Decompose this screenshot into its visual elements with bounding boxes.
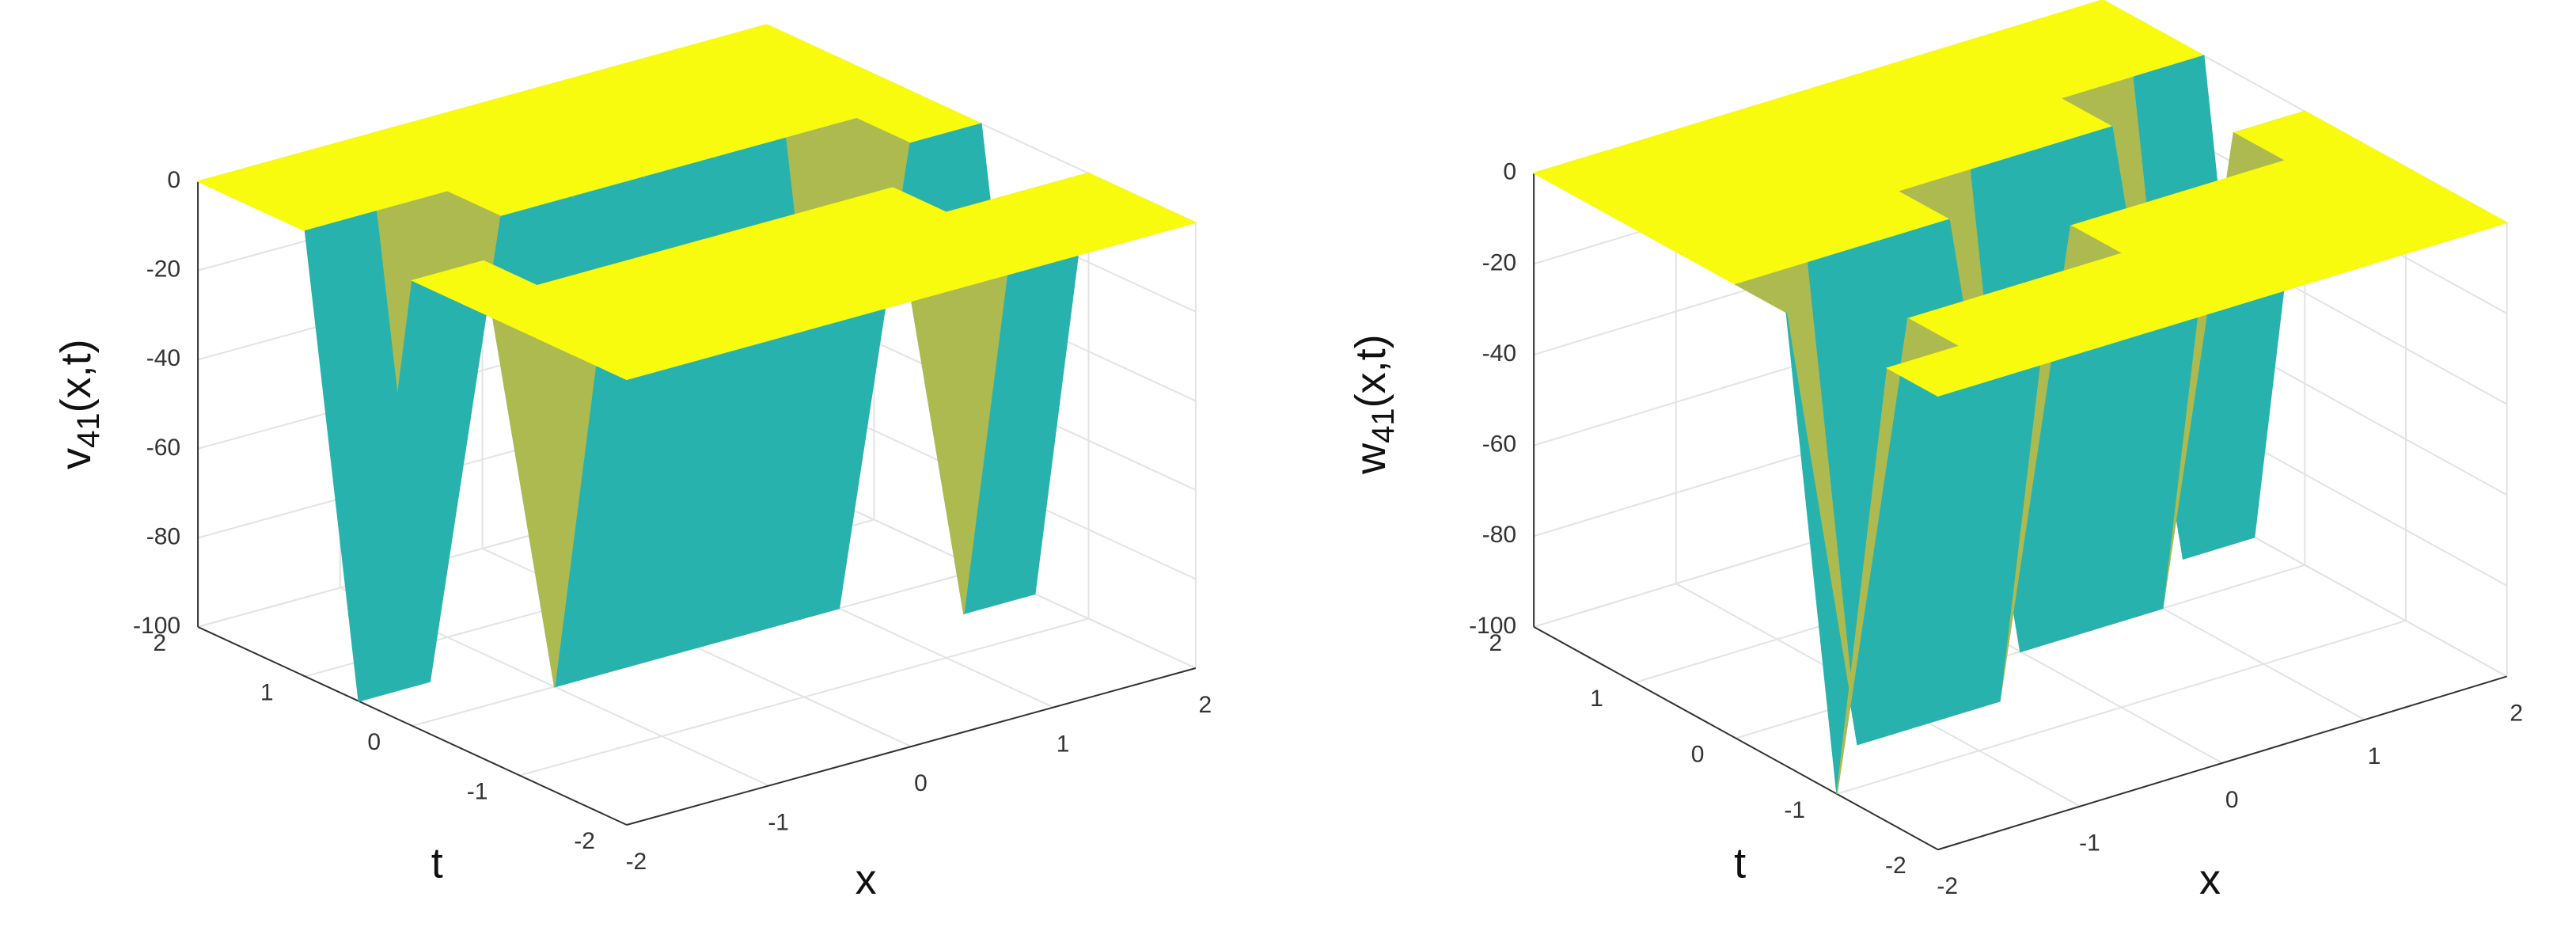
z-tick-label: -40 (1482, 340, 1516, 367)
axis-line (1937, 675, 2507, 851)
z-tick-label: -20 (146, 256, 180, 283)
y-tick-label: 1 (260, 679, 274, 705)
y-tick-label: 0 (1691, 742, 1705, 768)
y-axis-label: t (1734, 839, 1746, 887)
z-tick-label: -100 (1469, 613, 1516, 639)
y-tick-label: 2 (1489, 630, 1502, 656)
z-label-subscript: 41 (71, 412, 106, 448)
x-tick-label: 2 (2510, 700, 2523, 726)
surface-plot: -100 -80 -60 -40 -20 0 -2 -1 0 1 2 -2 -1 0 1 2 x t v41(x,t… (52, 24, 1212, 903)
y-tick-label: 1 (1590, 686, 1603, 712)
z-tick-label: -60 (146, 435, 180, 461)
x-tick-label: 1 (2368, 743, 2381, 769)
z-tick-label: -60 (1482, 431, 1516, 458)
x-tick-label: -2 (626, 849, 647, 875)
surface-patch (1885, 345, 2011, 397)
axis-line (1533, 626, 1939, 851)
z-tick-label: -100 (133, 613, 180, 639)
x-tick-label: -1 (768, 809, 789, 835)
z-tick-label: 0 (1503, 159, 1516, 185)
grid-line (519, 617, 1089, 777)
y-tick-label: -1 (1784, 797, 1805, 823)
z-tick-label: 0 (167, 167, 180, 193)
z-tick-label: -20 (1482, 249, 1516, 275)
z-label-subscript: 41 (1366, 408, 1401, 443)
y-tick-label: -2 (1885, 853, 1906, 879)
z-axis-label: w41(x,t) (1347, 334, 1400, 474)
z-label-rest: (x,t) (52, 339, 100, 412)
axis-line (197, 626, 628, 826)
x-axis-label: x (856, 856, 877, 903)
z-label-base: w (1347, 443, 1394, 475)
y-tick-label: 0 (367, 729, 381, 755)
y-tick-label: 2 (153, 630, 166, 656)
x-tick-label: 0 (2225, 787, 2239, 813)
x-tick-label: 2 (1199, 692, 1212, 718)
surface-plot: -100 -80 -60 -40 -20 0 -2 -1 0 1 2 -2 -1 0 1 2 x t w41(x,t… (1347, 0, 2523, 903)
x-axis-label: x (2199, 856, 2221, 903)
x-tick-label: -1 (2079, 830, 2100, 856)
z-tick-label: -80 (1482, 522, 1516, 548)
y-axis-label: t (431, 839, 443, 887)
x-tick-label: 0 (914, 770, 928, 796)
z-label-rest: (x,t) (1347, 334, 1394, 408)
x-tick-label: -2 (1937, 873, 1958, 899)
z-axis-label: v41(x,t) (52, 339, 105, 469)
z-label-base: v (52, 448, 100, 469)
x-tick-label: 1 (1057, 731, 1070, 757)
z-tick-label: -40 (146, 345, 180, 371)
surface-patch (571, 334, 700, 381)
grid-line (1836, 620, 2407, 795)
axis-line (626, 667, 1197, 826)
y-tick-label: -2 (574, 828, 595, 854)
z-tick-label: -80 (146, 523, 180, 549)
y-tick-label: -1 (467, 778, 488, 804)
